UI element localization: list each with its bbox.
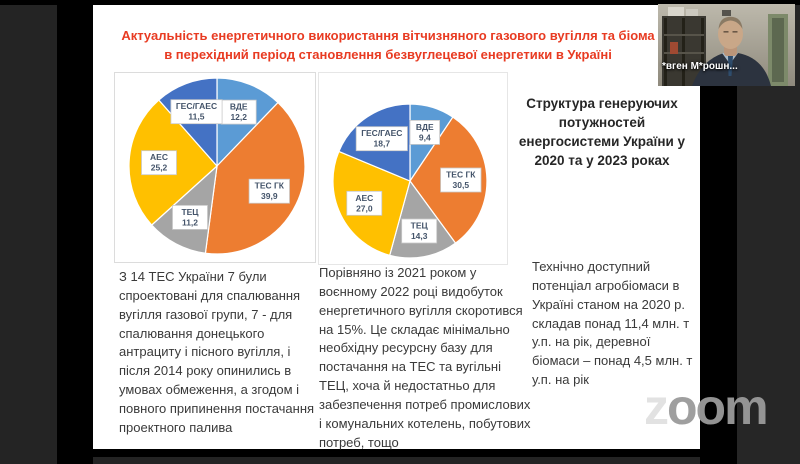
letterbox-bottom xyxy=(93,449,700,457)
pie-label-text: ГЕС/ГАЕС xyxy=(361,128,402,138)
pie-label-box xyxy=(346,190,383,216)
participant-webcam-video[interactable]: *вген М*рошн... xyxy=(658,4,795,86)
pie-label-box xyxy=(440,167,482,193)
participant-name-label: *вген М*рошн... xyxy=(662,61,738,72)
pie-label-text: 14,3 xyxy=(411,231,428,241)
slide-title: Актуальність енергетичного використання … xyxy=(108,27,668,65)
pie-chart-2020: ВДЕ 12,2 ТЕС ГК 39,9 ТЕЦ 11,2 АЕС 25,2 ГЕС/ГАЕС 1… xyxy=(114,72,316,263)
pie-slice-ТЕС-ГК xyxy=(204,101,306,255)
pie-label-text: 9,4 xyxy=(419,132,431,142)
text-block-middle: Порівняно із 2021 роком у воєнному 2022 … xyxy=(319,265,531,450)
pie-label-box xyxy=(248,178,290,204)
zoom-watermark-oom: oom xyxy=(667,379,769,435)
webcam-scene xyxy=(658,4,795,86)
pie-label-box xyxy=(170,99,223,125)
pie-label-box xyxy=(409,120,441,145)
pie-label-text: ВДЕ xyxy=(230,102,248,112)
wall-fixture xyxy=(722,10,731,16)
door-frame xyxy=(768,14,788,86)
pie-label-text: АЕС xyxy=(355,193,373,203)
pie-label-text: 27,0 xyxy=(356,203,373,213)
charts-caption: Структура генеруючих потужностей енергос… xyxy=(518,96,686,168)
pie-label-text: 39,9 xyxy=(261,191,278,201)
pie-label-text: АЕС xyxy=(150,152,168,162)
pie-label-text: ТЕЦ xyxy=(181,207,199,217)
text-block-right: Технічно доступний потенціал агробіомаси… xyxy=(532,259,693,388)
zoom-watermark: zoom xyxy=(644,379,769,435)
participant-person xyxy=(692,16,771,86)
slide-title-line1: Актуальність енергетичного використання … xyxy=(121,28,655,43)
pie-label-text: ТЕС ГК xyxy=(446,169,476,179)
pie-chart-2023: ВДЕ 9,4 ТЕС ГК 30,5 ТЕЦ 14,3 АЕС 27,0 ГЕС/ГАЕС 18… xyxy=(318,72,508,265)
letterbox-top xyxy=(0,0,800,5)
pie-label-text: ТЕС ГК xyxy=(255,181,285,191)
pie-label-text: 12,2 xyxy=(230,112,247,122)
slide-title-line2: в перехідний період становлення безвугле… xyxy=(164,46,612,62)
pie-label-text: 25,2 xyxy=(151,163,168,173)
letterbox-left xyxy=(57,0,93,464)
pie-label-text: 11,5 xyxy=(188,112,204,122)
pie-label-text: 18,7 xyxy=(374,139,391,149)
pie-label-box xyxy=(172,204,208,230)
pie-label-text: 11,2 xyxy=(182,217,198,227)
pie-label-text: ГЕС/ГАЕС xyxy=(176,101,217,111)
shared-presentation-slide: Актуальність енергетичного використання … xyxy=(93,5,700,450)
pie-label-text: ВДЕ xyxy=(416,122,434,132)
pie-label-box xyxy=(355,126,408,152)
pie-label-box xyxy=(220,99,257,125)
pie-label-box xyxy=(141,150,177,176)
pie-label-text: ТЕЦ xyxy=(411,220,429,230)
text-block-left: З 14 ТЕС України 7 були спроектовані для… xyxy=(119,269,315,435)
pie-label-box xyxy=(401,218,438,244)
zoom-watermark-z: z xyxy=(644,379,669,435)
pie-label-text: 30,5 xyxy=(453,180,470,190)
